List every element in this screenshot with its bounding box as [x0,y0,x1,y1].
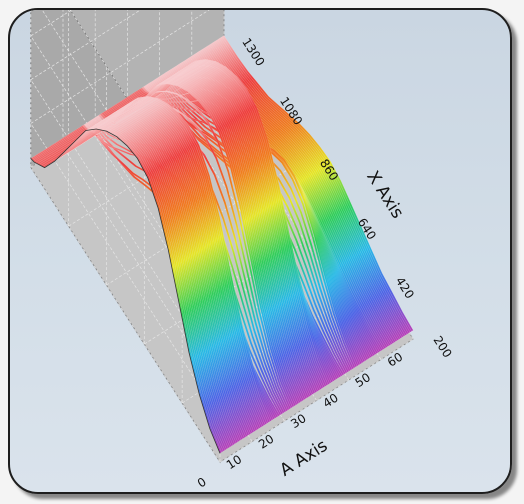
surface-strip [38,122,230,449]
a-axis-tick-label: 60 [385,350,405,370]
surface-strip [122,69,314,396]
surface-strip [111,76,303,403]
surface-strip [169,69,361,366]
surface-strip [36,123,229,450]
surface-strip [164,72,356,369]
x-axis-tick-label: 1300 [239,35,267,68]
surface-strip [222,35,414,332]
surface-strip [214,40,406,337]
surface-strip [165,71,358,368]
surface-strip [215,39,408,336]
a-axis-title: A Axis [276,436,331,481]
a-axis-tick-label: 40 [320,391,340,411]
surface-strip [120,70,312,397]
surface-strip [160,74,353,371]
surface-strip [115,73,308,400]
surface-strip [103,81,295,408]
surface-strip [167,70,359,367]
x-axis-tick-label: 200 [430,333,454,360]
surface-strip [51,114,243,441]
surface-strip [74,100,266,426]
surface-strip [101,82,293,409]
surface-strip [59,109,251,436]
surface-strip [99,90,291,410]
surface-strip [49,115,242,442]
surface-strip [69,103,261,429]
surface-strip [98,104,290,411]
surface-strip [220,36,412,333]
surface-strip [96,115,288,412]
surface-front-edge [30,128,221,454]
a-axis-ticks: 0 10 20 30 40 50 60 [195,350,405,491]
x-axis-tick-label: 420 [393,274,417,301]
surface-strip [130,64,322,390]
a-axis-tick-label: 0 [195,475,209,491]
chart-frame: 0 10 20 30 40 50 60 200 420 640 860 1080 1300 A Axi… [8,8,512,494]
surface-strip [70,102,263,428]
surface-strip [170,68,362,365]
surface-strip [119,71,311,398]
x-axis-title: X Axis [362,167,407,222]
a-axis-tick-label: 10 [224,452,244,472]
surface-strip [77,98,269,424]
a-axis-tick-label: 50 [353,370,373,390]
surface-strip [40,121,232,448]
surface-strip [72,101,264,427]
surface-strip [35,124,227,451]
a-axis-tick-label: 30 [288,411,308,431]
a-axis-tick-label: 20 [256,432,276,452]
surface-strip [78,97,271,423]
surface-strip [64,106,256,432]
surface-strip [172,66,364,364]
surface-plot [30,35,414,454]
surface-strip [53,113,245,440]
surface-strip [104,80,296,407]
surface-strip [162,73,354,370]
surface-strip [106,79,298,406]
